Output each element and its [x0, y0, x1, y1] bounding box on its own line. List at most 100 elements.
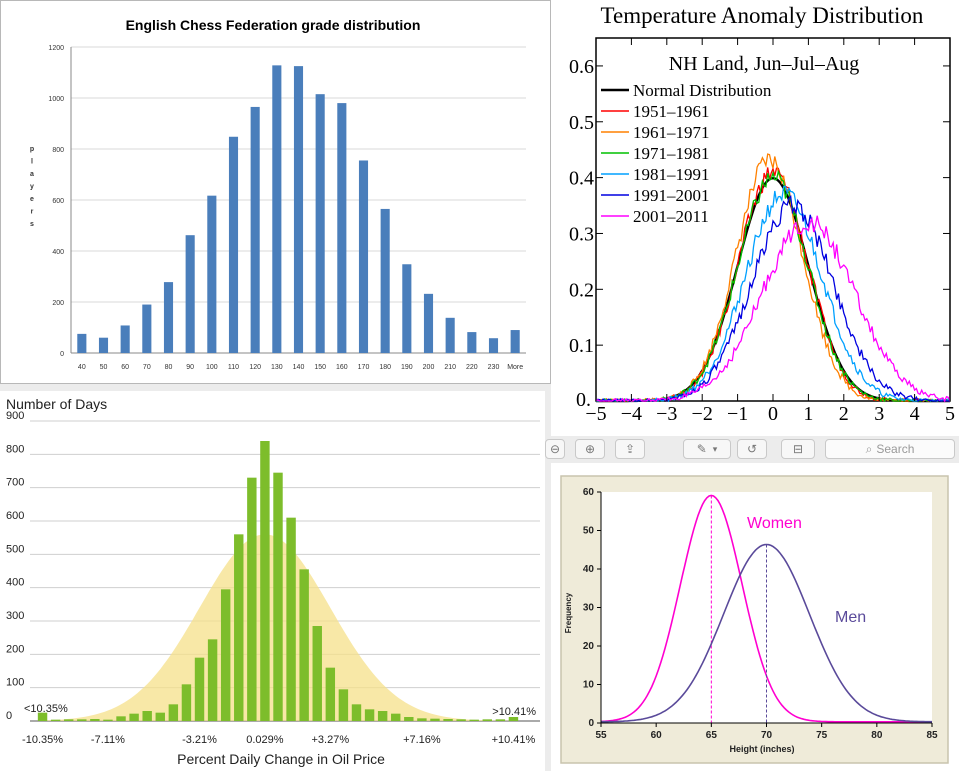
oil-bar — [456, 719, 466, 721]
chess-x-tick-label: 180 — [379, 364, 391, 371]
oil-y-tick-label: 200 — [6, 643, 24, 655]
temperature-legend-label: 1971–1981 — [633, 144, 710, 163]
height-x-tick-label: 55 — [595, 730, 607, 741]
share-button[interactable]: ⇪ — [615, 439, 645, 459]
oil-bar — [50, 719, 61, 721]
oil-bar — [469, 719, 479, 721]
temperature-legend-label: 1991–2001 — [633, 186, 710, 205]
oil-bar — [299, 569, 309, 721]
temperature-x-tick-label: 5 — [945, 403, 955, 425]
temperature-chart-title: Temperature Anomaly Distribution — [601, 3, 924, 28]
chess-bar — [423, 293, 434, 353]
temperature-y-tick-label: 0.5 — [569, 112, 594, 134]
toolbox-button[interactable]: ⊟ — [781, 439, 815, 459]
oil-left-annotation: <10.35% — [24, 703, 68, 715]
oil-y-tick-label: 800 — [6, 443, 24, 455]
chess-x-tick-label: 140 — [293, 364, 305, 371]
oil-bar — [351, 704, 362, 721]
temperature-x-tick-label: 1 — [803, 403, 813, 425]
height-y-axis-label: Frequency — [564, 592, 573, 633]
zoom-in-button[interactable]: ⊕ — [575, 439, 605, 459]
chess-bar — [228, 136, 239, 353]
markup-button[interactable]: ✎ ▾ — [683, 439, 731, 459]
oil-x-tick-label: +7.16% — [403, 734, 441, 746]
height-x-tick-label: 75 — [816, 730, 828, 741]
oil-bar — [37, 712, 48, 721]
oil-y-tick-label: 400 — [6, 577, 24, 589]
oil-bar — [247, 477, 257, 721]
oil-y-tick-label: 600 — [6, 510, 24, 522]
oil-bar — [90, 719, 100, 721]
oil-y-tick-label: 500 — [6, 543, 24, 555]
chess-x-tick-label: 40 — [78, 364, 86, 371]
oil-bar — [220, 589, 231, 721]
oil-bar — [482, 719, 493, 721]
chess-x-tick-label: 80 — [165, 364, 173, 371]
oil-bar — [417, 718, 427, 721]
height-x-tick-label: 80 — [871, 730, 883, 741]
chess-bar — [315, 94, 325, 354]
oil-y-tick-label: 300 — [6, 610, 24, 622]
chess-x-tick-label: 160 — [336, 364, 348, 371]
chess-x-tick-label: 220 — [466, 364, 478, 371]
search-input[interactable]: ⌕ Search — [825, 439, 955, 459]
chess-x-tick-label: 120 — [249, 364, 261, 371]
temperature-legend-label: 1981–1991 — [633, 165, 710, 184]
temperature-x-tick-label: 0 — [768, 403, 778, 425]
chess-x-tick-label: 130 — [271, 364, 283, 371]
height-y-tick-label: 10 — [583, 680, 595, 691]
oil-bar — [430, 718, 440, 721]
chess-y-tick-label: 600 — [52, 198, 64, 205]
height-y-tick-label: 60 — [583, 487, 595, 498]
women-series-label: Women — [747, 515, 802, 532]
chess-x-tick-label: 110 — [228, 364, 239, 371]
height-y-tick-label: 30 — [583, 603, 595, 614]
chess-x-tick-label: 100 — [206, 364, 218, 371]
chess-x-tick-label: 190 — [401, 364, 413, 371]
chess-bar — [185, 235, 195, 353]
oil-x-tick-label: -3.21% — [182, 734, 217, 746]
chess-y-label-letter: p — [30, 146, 34, 153]
chess-x-tick-label: 50 — [100, 364, 108, 371]
chess-chart-panel: English Chess Federation grade distribut… — [0, 0, 551, 384]
chess-y-tick-label: 1000 — [48, 96, 64, 103]
chess-x-tick-label: 200 — [423, 364, 435, 371]
height-y-tick-label: 50 — [583, 526, 595, 537]
share-icon: ⇪ — [624, 442, 636, 456]
chess-x-tick-label: 60 — [121, 364, 129, 371]
oil-bar — [312, 626, 322, 721]
chess-y-label-letter: r — [31, 209, 34, 216]
chess-x-tick-label: 90 — [186, 364, 194, 371]
height-chart: Frequency 55 60 65 70 75 80 85 0 10 20 30 40 50 60 He… — [560, 475, 949, 764]
chess-y-label-letter: a — [30, 171, 34, 178]
chess-bar — [250, 106, 260, 353]
chess-bar — [337, 103, 347, 353]
chess-bar — [272, 65, 282, 354]
rotate-button[interactable]: ↺ — [737, 439, 767, 459]
temperature-series-line — [595, 185, 951, 403]
oil-bar — [404, 717, 414, 721]
oil-bar — [508, 717, 519, 721]
chess-y-tick-label: 400 — [52, 249, 64, 256]
height-x-tick-label: 85 — [926, 730, 938, 741]
temperature-y-tick-label: 0. — [576, 389, 591, 411]
oil-bar — [77, 719, 87, 721]
oil-bar — [495, 719, 506, 721]
oil-x-tick-label: -7.11% — [91, 734, 125, 746]
oil-bar — [129, 713, 139, 721]
chess-bar — [402, 264, 412, 353]
oil-bar — [364, 709, 375, 721]
oil-chart-panel: Number of Days 0 100 200 300 400 500 600 700 800… — [0, 391, 545, 771]
chess-bar — [380, 208, 390, 353]
temperature-legend-label: 1951–1961 — [633, 102, 710, 121]
zoom-in-icon: ⊕ — [584, 442, 596, 456]
markup-icon: ✎ — [696, 442, 707, 456]
temperature-x-tick-label: −5 — [585, 403, 606, 425]
oil-bar — [234, 534, 244, 721]
oil-bar — [181, 684, 192, 721]
height-x-tick-label: 70 — [761, 730, 773, 741]
zoom-out-button[interactable]: ⊖ — [545, 439, 565, 459]
search-placeholder: Search — [876, 442, 915, 456]
toolbox-icon: ⊟ — [792, 442, 804, 456]
oil-bar — [325, 667, 336, 721]
